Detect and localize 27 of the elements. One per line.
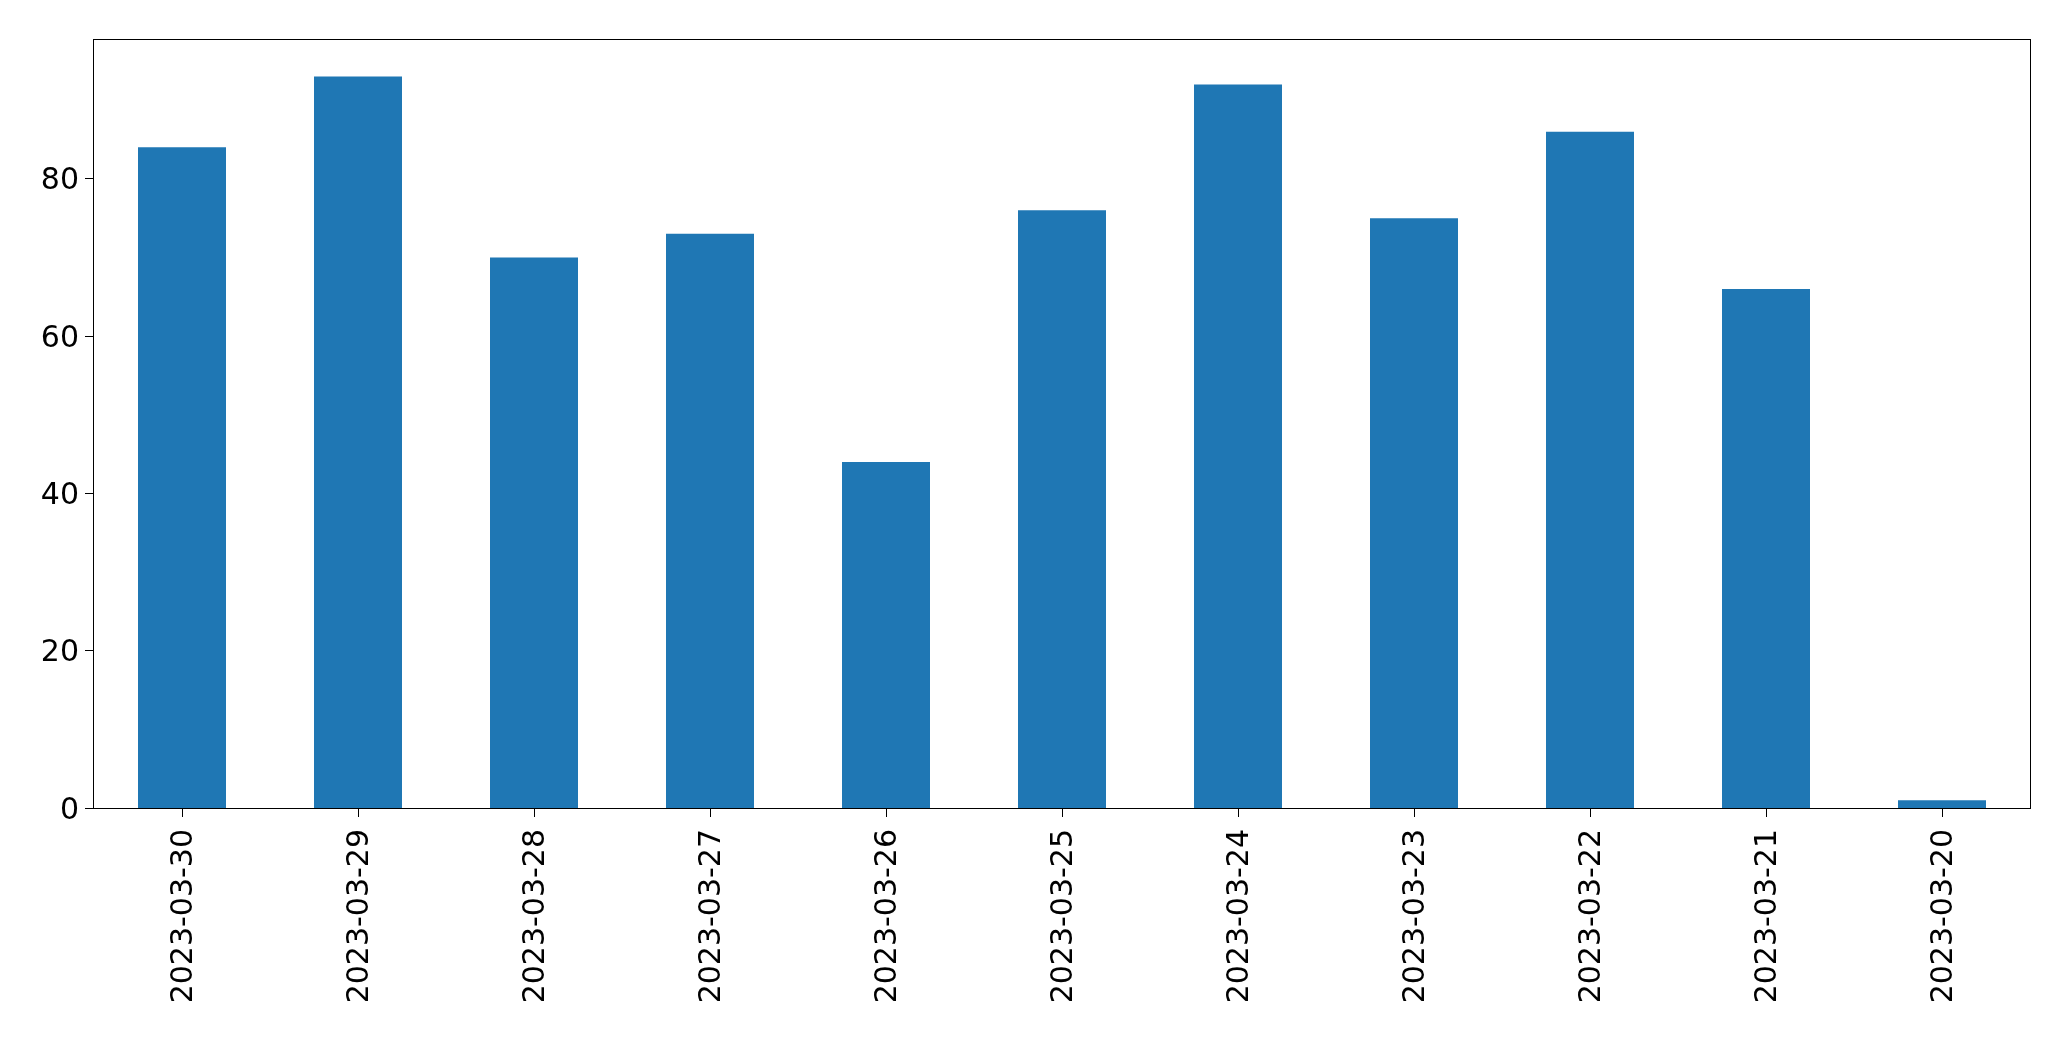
bar <box>1898 800 1986 808</box>
bar <box>1722 288 1810 808</box>
bar <box>138 147 226 808</box>
y-tick-label: 20 <box>40 633 79 669</box>
bar <box>1018 210 1106 808</box>
x-tick-label: 2023-03-21 <box>1747 829 1783 1004</box>
x-tick-label: 2023-03-20 <box>1923 829 1959 1004</box>
x-tick-label: 2023-03-24 <box>1219 829 1255 1004</box>
bar <box>1546 131 1634 808</box>
bar <box>314 76 402 808</box>
y-tick-label: 60 <box>40 318 79 354</box>
bar <box>490 257 578 808</box>
bar <box>666 233 754 808</box>
bar <box>1370 218 1458 808</box>
x-tick-label: 2023-03-27 <box>691 829 727 1004</box>
y-tick-label: 0 <box>59 790 79 826</box>
x-tick-label: 2023-03-30 <box>163 829 199 1004</box>
x-tick-label: 2023-03-29 <box>339 829 375 1004</box>
x-tick-label: 2023-03-25 <box>1043 829 1079 1004</box>
y-tick-label: 80 <box>40 161 79 197</box>
x-tick-label: 2023-03-26 <box>867 829 903 1004</box>
x-tick-label: 2023-03-23 <box>1395 829 1431 1004</box>
y-tick-label: 40 <box>40 475 79 511</box>
x-tick-label: 2023-03-22 <box>1571 829 1607 1004</box>
bar <box>842 461 930 808</box>
bar <box>1194 84 1282 808</box>
x-tick-label: 2023-03-28 <box>515 829 551 1004</box>
